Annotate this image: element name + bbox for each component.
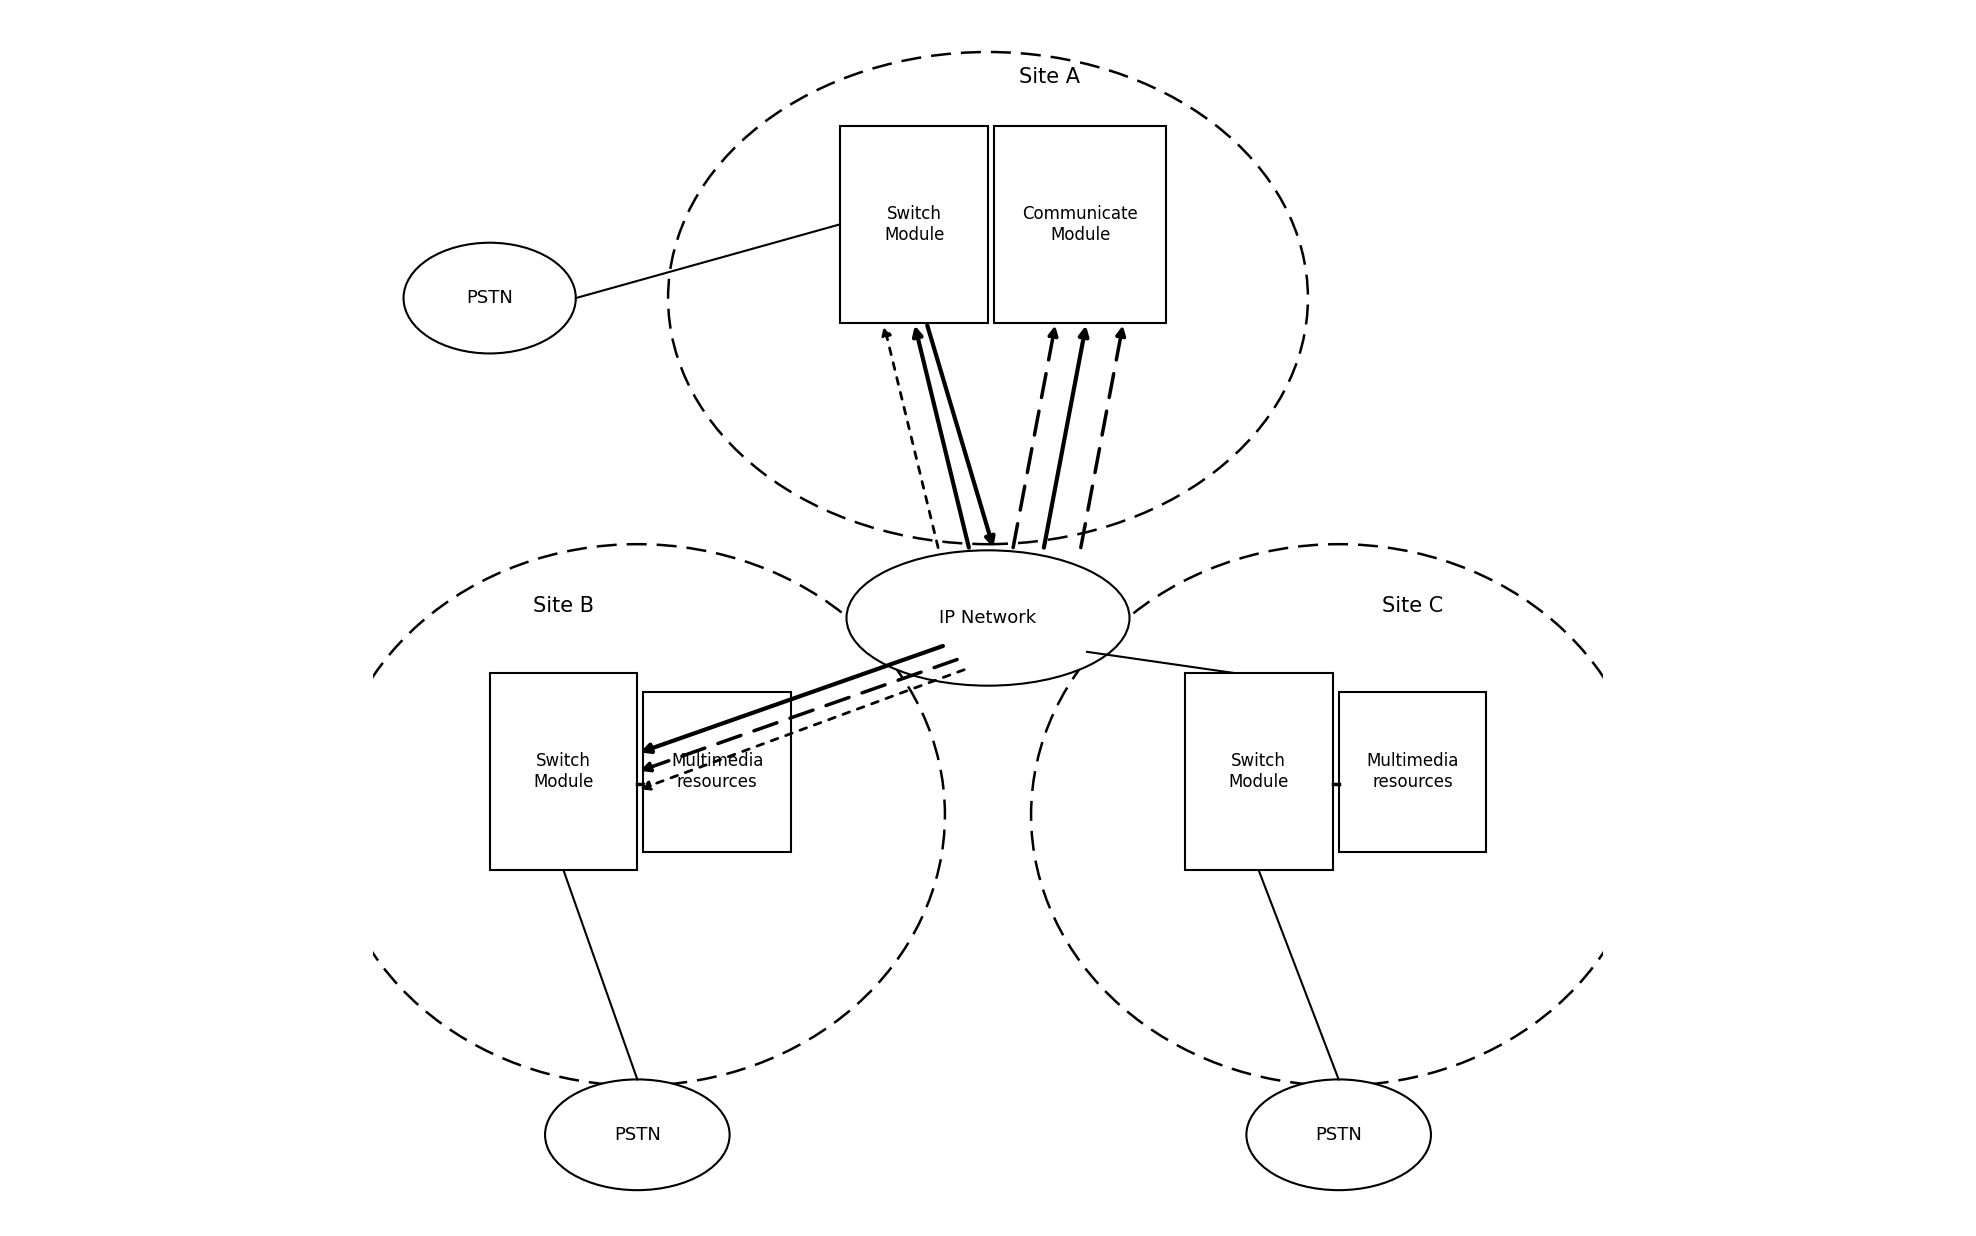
Bar [490,674,638,870]
Text: Site C: Site C [1381,596,1442,616]
Bar [994,126,1166,323]
Ellipse shape [545,1079,729,1190]
Text: IP Network: IP Network [939,609,1037,627]
Text: Switch
Module: Switch Module [1229,753,1288,791]
Text: PSTN: PSTN [466,289,514,307]
Text: PSTN: PSTN [1316,1126,1361,1143]
Text: PSTN: PSTN [615,1126,660,1143]
Text: Site A: Site A [1020,67,1081,87]
Text: Multimedia
resources: Multimedia resources [672,753,763,791]
Bar [1186,674,1332,870]
Text: Switch
Module: Switch Module [883,205,945,243]
Ellipse shape [330,544,945,1085]
Bar [1338,692,1486,852]
Text: Communicate
Module: Communicate Module [1022,205,1138,243]
Text: Site B: Site B [534,596,595,616]
Bar [840,126,988,323]
Ellipse shape [1031,544,1646,1085]
Ellipse shape [1247,1079,1431,1190]
Bar [644,692,790,852]
Ellipse shape [668,52,1308,544]
Text: Switch
Module: Switch Module [534,753,593,791]
Text: Multimedia
resources: Multimedia resources [1365,753,1458,791]
Ellipse shape [846,550,1130,686]
Ellipse shape [403,242,575,353]
